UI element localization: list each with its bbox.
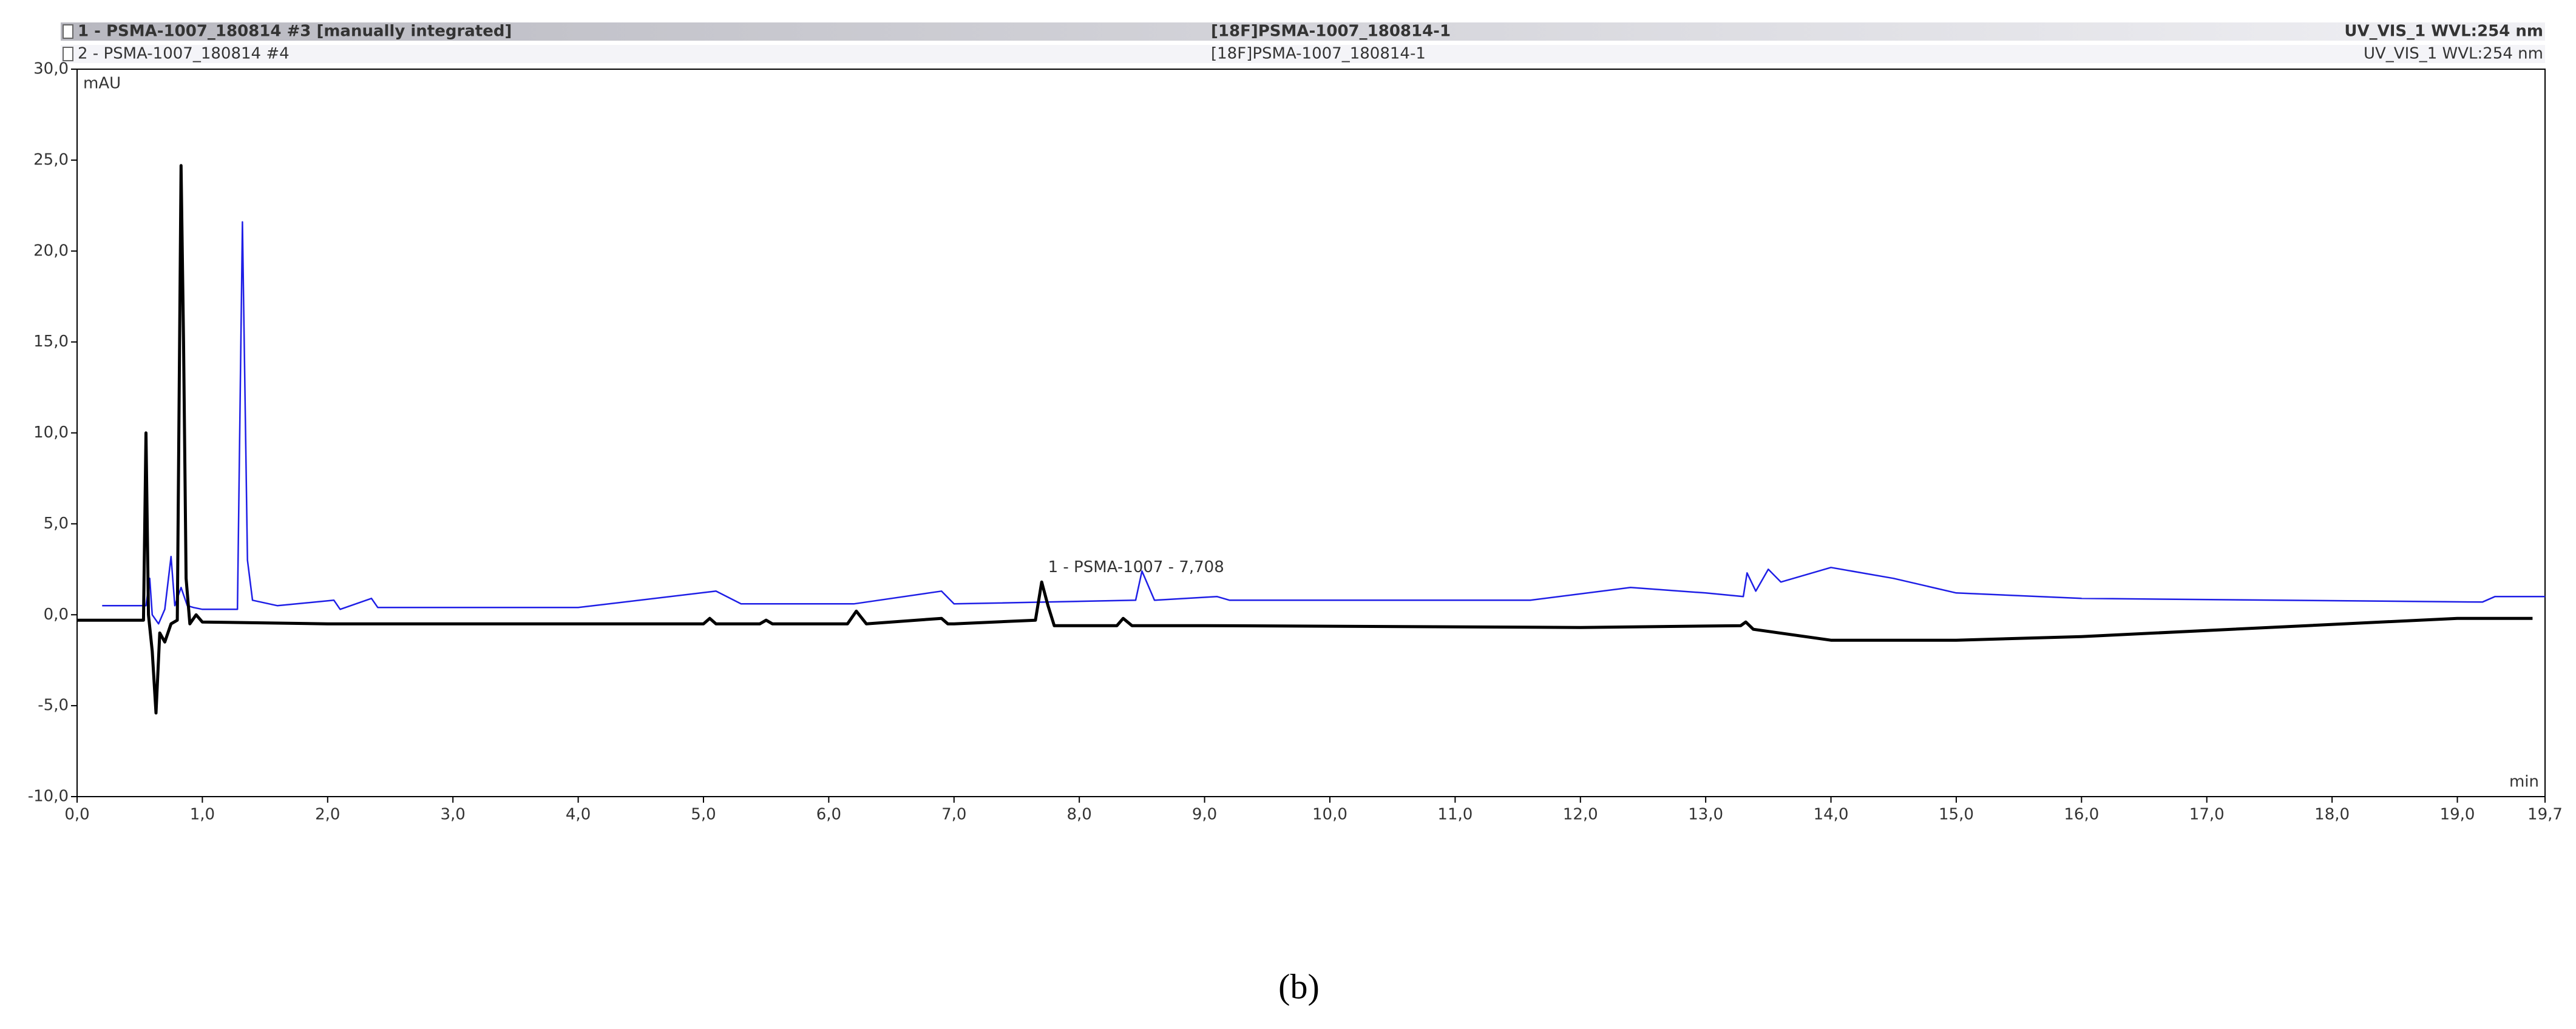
legend-sample: [18F]PSMA-1007_180814-1 bbox=[1211, 22, 1451, 41]
caption: (b) bbox=[1278, 967, 1320, 1006]
x-tick-label: 5,0 bbox=[691, 806, 716, 824]
x-tick-label: 17,0 bbox=[2189, 806, 2225, 824]
legend-sample: [18F]PSMA-1007_180814-1 bbox=[1211, 45, 1426, 63]
y-tick-label: 25,0 bbox=[33, 150, 69, 169]
peak-annotation: 1 - PSMA-1007 - 7,708 bbox=[1048, 558, 1224, 576]
x-tick-label: 2,0 bbox=[315, 806, 340, 824]
legend-channel: UV_VIS_1 WVL:254 nm bbox=[2364, 45, 2543, 63]
x-tick-label: 8,0 bbox=[1066, 806, 1091, 824]
y-tick-label: -5,0 bbox=[38, 697, 69, 715]
x-tick-label: 7,0 bbox=[941, 806, 966, 824]
x-tick-label: 16,0 bbox=[2064, 806, 2099, 824]
x-tick-label: 18,0 bbox=[2314, 806, 2350, 824]
x-tick-label: 3,0 bbox=[441, 806, 466, 824]
header-row-bg bbox=[61, 22, 2545, 41]
series-line bbox=[102, 221, 2545, 625]
y-tick-label: -10,0 bbox=[28, 788, 69, 806]
legend-label: 2 - PSMA-1007_180814 #4 bbox=[78, 45, 290, 63]
legend-swatch bbox=[63, 47, 73, 61]
x-tick-label: 19,0 bbox=[2440, 806, 2475, 824]
x-tick-label: 4,0 bbox=[566, 806, 591, 824]
legend-channel: UV_VIS_1 WVL:254 nm bbox=[2344, 22, 2543, 41]
x-tick-label: 12,0 bbox=[1563, 806, 1598, 824]
series-line bbox=[77, 164, 2533, 715]
legend-label: 1 - PSMA-1007_180814 #3 [manually integr… bbox=[78, 22, 512, 41]
legend-swatch bbox=[63, 24, 73, 39]
y-tick-label: 15,0 bbox=[33, 332, 69, 351]
y-tick-label: 5,0 bbox=[44, 514, 69, 533]
x-tick-label: 9,0 bbox=[1192, 806, 1217, 824]
y-tick-label: 30,0 bbox=[33, 60, 69, 78]
x-tick-label: 15,0 bbox=[1939, 806, 1974, 824]
x-tick-label: 10,0 bbox=[1312, 806, 1347, 824]
x-tick-label: 19,7 bbox=[2527, 806, 2563, 824]
plot-frame bbox=[76, 69, 2546, 797]
y-tick-label: 10,0 bbox=[33, 423, 69, 442]
y-unit: mAU bbox=[83, 75, 121, 93]
x-tick-label: 1,0 bbox=[190, 806, 215, 824]
x-tick-label: 13,0 bbox=[1688, 806, 1723, 824]
x-tick-label: 14,0 bbox=[1814, 806, 1849, 824]
x-tick-label: 6,0 bbox=[816, 806, 841, 824]
y-tick-label: 20,0 bbox=[33, 241, 69, 260]
x-tick-label: 0,0 bbox=[64, 806, 89, 824]
x-tick-label: 11,0 bbox=[1437, 806, 1473, 824]
x-unit: min bbox=[2509, 773, 2539, 791]
y-tick-label: 0,0 bbox=[44, 606, 69, 624]
header-row-bg bbox=[61, 45, 2545, 63]
